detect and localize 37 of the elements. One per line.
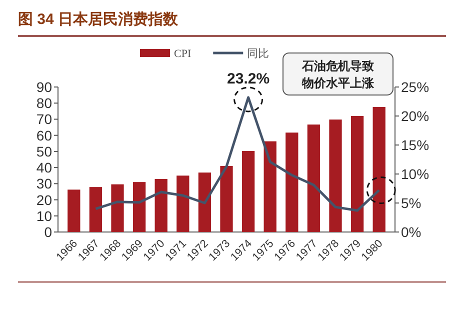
bar [264,141,276,232]
y2-tick-label: 0% [401,224,422,240]
annotation: 23.2% [227,70,270,88]
bar [350,116,364,232]
bar [329,120,342,232]
y-tick-label: 50 [36,143,52,160]
bar [68,190,80,232]
y2-tick-label: 20% [401,108,430,124]
bar [372,106,386,232]
y-tick-label: 60 [36,127,52,144]
legend-label: CPI [174,48,192,60]
bar [307,124,320,232]
bar [198,172,212,232]
bar [242,150,255,232]
bar [176,176,190,232]
y-tick-label: 40 [36,160,52,176]
annotation: 石油危机导致物价水平上涨 [301,59,375,90]
y2-tick-label: 25% [401,79,430,95]
bar [154,178,168,232]
y-tick-label: 0 [44,224,52,240]
y-tick-label: 90 [36,79,52,95]
y-tick-label: 30 [36,176,52,192]
callout: 石油危机导致物价水平上涨 [282,52,394,96]
bar [286,132,298,232]
y2-tick-label: 15% [401,137,430,153]
y-tick-label: 10 [36,208,52,224]
bar [111,184,124,232]
y-tick-label: 70 [36,111,52,128]
bar [132,182,146,232]
chart-title: 图 34 日本居民消费指数 [18,11,180,28]
bar [220,166,233,232]
legend-label: 同比 [247,47,270,60]
bar [89,187,102,232]
y-tick-label: 20 [36,192,52,208]
y-tick-label: 80 [36,95,52,112]
y2-tick-label: 5% [401,195,422,211]
y2-tick-label: 10% [401,166,430,182]
